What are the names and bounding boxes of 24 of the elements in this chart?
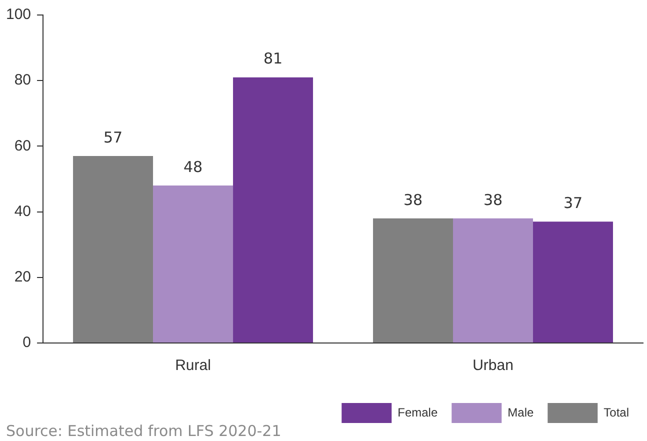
data-label: 48 [183,158,203,176]
legend-label: Total [604,405,630,420]
bar [533,222,613,342]
legend-label: Male [508,405,534,420]
x-tick-label: Rural [175,357,211,374]
data-label: 81 [263,50,283,68]
bar [453,218,534,342]
y-tick-label: 60 [14,137,32,154]
data-label: 38 [403,190,423,209]
y-tick-label: 20 [14,268,32,286]
data-label: 57 [103,128,123,146]
legend-label: Female [398,405,438,420]
bar [153,186,234,342]
bar [233,77,314,342]
source-note: Source: Estimated from LFS 2020-21 [6,422,282,440]
bar [373,218,454,342]
y-tick-label: 0 [22,334,32,352]
data-label: 37 [563,194,583,212]
bar [73,156,154,342]
y-tick-label: 100 [6,6,32,24]
y-tick-label: 40 [14,202,32,220]
x-tick-label: Urban [472,357,514,374]
data-label: 38 [483,190,503,209]
y-tick-label: 80 [14,72,32,89]
